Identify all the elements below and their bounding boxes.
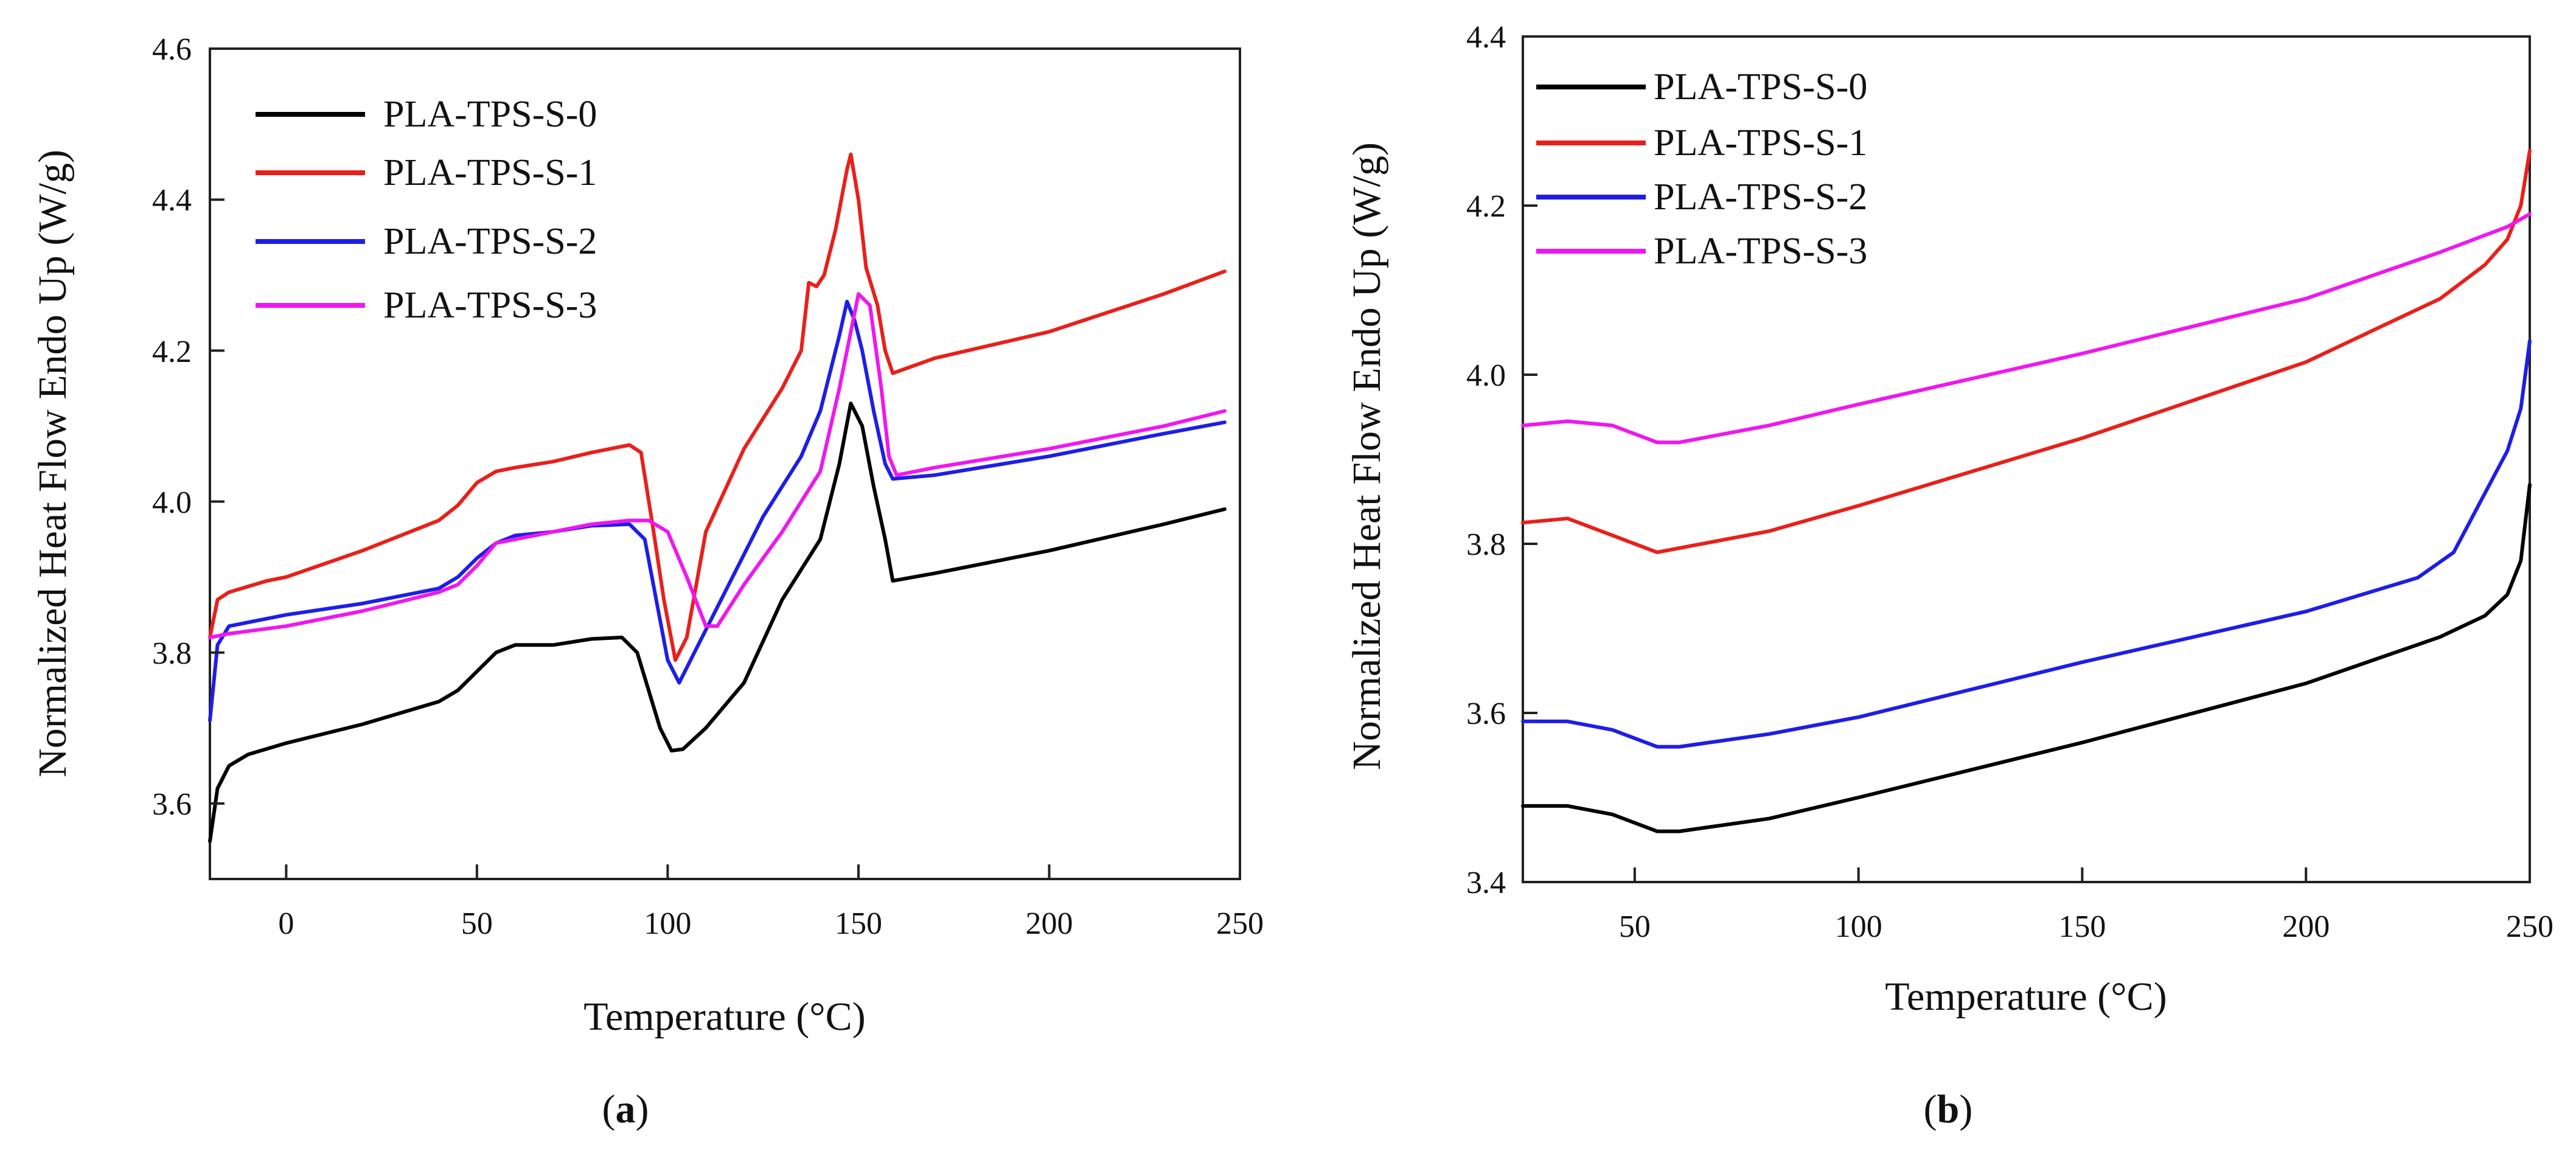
x-tick-label-b-4: 250 bbox=[2506, 909, 2553, 944]
x-tick-label-a-5: 250 bbox=[1216, 906, 1264, 941]
series-group-a bbox=[208, 152, 1227, 843]
series-line-b-3 bbox=[1521, 212, 2532, 445]
x-axis-title-b: Temperature (°C) bbox=[1885, 975, 2167, 1019]
x-tick-label-a-4: 200 bbox=[1026, 906, 1073, 941]
y-axis-title-a: Normalized Heat Flow Endo Up (W/g) bbox=[30, 150, 75, 777]
x-axis-title-a: Temperature (°C) bbox=[583, 995, 865, 1039]
y-tick-label-b-3: 4.0 bbox=[1466, 358, 1506, 393]
y-ticks-b: 3.4 3.6 3.8 4.0 4.2 4.4 bbox=[1466, 20, 1537, 900]
x-tick-label-a-2: 100 bbox=[644, 906, 691, 941]
y-tick-label-b-2: 3.8 bbox=[1466, 527, 1506, 562]
series-line-a-3 bbox=[208, 292, 1227, 639]
series-line-b-2 bbox=[1521, 339, 2532, 749]
x-tick-label-b-2: 150 bbox=[2058, 909, 2106, 944]
legend-label-a-0: PLA-TPS-S-0 bbox=[383, 94, 597, 135]
x-tick-label-a-1: 50 bbox=[461, 906, 493, 941]
x-tick-label-a-3: 150 bbox=[835, 906, 882, 941]
chart-panel-b: 50 100 150 200 250 3.4 3.6 3.8 4.0 4.2 4… bbox=[1345, 20, 2553, 1131]
series-line-a-1 bbox=[208, 152, 1227, 662]
series-line-b-0 bbox=[1521, 482, 2532, 833]
legend-a: PLA-TPS-S-0 PLA-TPS-S-1 PLA-TPS-S-2 PLA-… bbox=[256, 94, 597, 326]
plot-area-a bbox=[208, 47, 1241, 880]
panel-label-a: (a) bbox=[602, 1087, 649, 1131]
legend-label-a-1: PLA-TPS-S-1 bbox=[383, 152, 597, 193]
legend-label-b-0: PLA-TPS-S-0 bbox=[1654, 66, 1867, 108]
y-tick-label-b-0: 3.4 bbox=[1466, 866, 1506, 900]
x-ticks-b: 50 100 150 200 250 bbox=[1619, 867, 2553, 944]
chart-panel-a: 0 50 100 150 200 250 3.6 3.8 4.0 4.2 4.4… bbox=[30, 32, 1264, 1131]
x-tick-label-a-0: 0 bbox=[278, 906, 294, 941]
series-group-b bbox=[1521, 148, 2532, 833]
legend-b: PLA-TPS-S-0 PLA-TPS-S-1 PLA-TPS-S-2 PLA-… bbox=[1536, 66, 1867, 272]
y-tick-label-a-0: 3.6 bbox=[152, 787, 192, 822]
y-tick-label-b-5: 4.4 bbox=[1466, 20, 1506, 55]
legend-label-b-2: PLA-TPS-S-2 bbox=[1654, 176, 1867, 218]
y-tick-label-b-1: 3.6 bbox=[1466, 697, 1506, 731]
series-line-b-1 bbox=[1521, 148, 2532, 554]
series-line-a-2 bbox=[208, 299, 1227, 723]
y-ticks-a: 3.6 3.8 4.0 4.2 4.4 4.6 bbox=[152, 32, 225, 822]
y-tick-label-b-4: 4.2 bbox=[1466, 189, 1506, 224]
legend-label-a-2: PLA-TPS-S-2 bbox=[383, 221, 597, 262]
panel-label-b: (b) bbox=[1924, 1087, 1973, 1131]
y-tick-label-a-1: 3.8 bbox=[152, 636, 192, 671]
plot-frame-a bbox=[209, 47, 1241, 880]
plot-frame-b bbox=[1522, 35, 2531, 883]
series-line-a-0 bbox=[208, 401, 1227, 843]
x-tick-label-b-3: 200 bbox=[2282, 909, 2330, 944]
x-tick-label-b-1: 100 bbox=[1835, 909, 1882, 944]
y-tick-label-a-2: 4.0 bbox=[152, 485, 192, 520]
y-tick-label-a-4: 4.4 bbox=[152, 183, 192, 218]
legend-label-b-3: PLA-TPS-S-3 bbox=[1654, 231, 1867, 272]
x-tick-label-b-0: 50 bbox=[1619, 909, 1651, 944]
x-ticks-a: 0 50 100 150 200 250 bbox=[278, 864, 1264, 941]
legend-label-a-3: PLA-TPS-S-3 bbox=[383, 285, 597, 326]
y-axis-title-b: Normalized Heat Flow Endo Up (W/g) bbox=[1345, 142, 1389, 770]
y-tick-label-a-5: 4.6 bbox=[152, 32, 192, 67]
y-tick-label-a-3: 4.2 bbox=[152, 335, 192, 369]
legend-label-b-1: PLA-TPS-S-1 bbox=[1654, 122, 1867, 164]
plot-area-b bbox=[1521, 35, 2532, 883]
